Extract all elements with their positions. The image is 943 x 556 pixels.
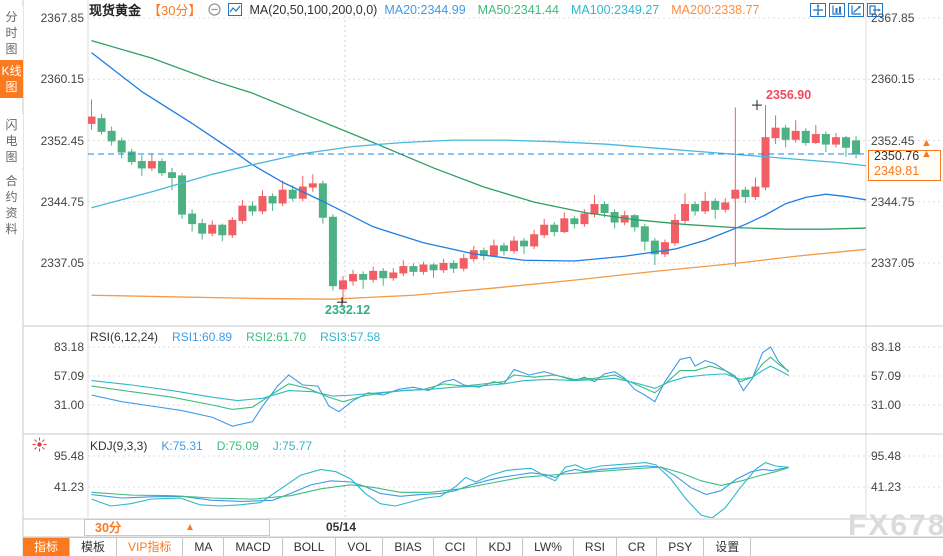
rsi-lines-layer [91, 346, 790, 427]
rsi-tick-left-2: 31.00 [53, 398, 84, 412]
ma-value-3: MA100:2349.27 [570, 2, 660, 17]
main-tick-right-4: 2337.05 [871, 256, 915, 270]
toolbar-item-RSI[interactable]: RSI [574, 538, 617, 556]
toolbar-item-MA[interactable]: MA [183, 538, 225, 556]
main-tick-left-4: 2337.05 [40, 256, 84, 270]
pan-icon[interactable] [810, 3, 826, 17]
sidebar-tab-3[interactable]: 闪电图 [0, 114, 23, 168]
axis-pointer-icon[interactable] [848, 3, 864, 17]
panel-separators [22, 0, 943, 556]
sidebar-tab-4[interactable]: 合约资料 [0, 170, 23, 240]
gridlines [88, 10, 943, 518]
main-tick-left-2: 2352.45 [40, 133, 84, 148]
ma20-line [91, 52, 866, 262]
period-tag: 【30分】 [148, 3, 202, 18]
rsi-tick-left-1: 57.09 [53, 369, 84, 383]
low-price-annotation: 2332.12 [325, 303, 371, 317]
ma-values: MA20:2344.99 MA50:2341.44 MA100:2349.27 MA2… [384, 3, 759, 17]
kdj-value-1: K:75.31 [161, 439, 203, 453]
ma100-line [91, 139, 866, 209]
rsi-tick-left-0: 83.18 [53, 340, 84, 354]
ma-settings-label: MA(20,50,100,200,0,0) [249, 2, 378, 17]
d-line [91, 466, 789, 500]
ma-value-2: MA50:2341.44 [477, 2, 559, 17]
rsi-header: RSI(6,12,24) RSI1:60.89 RSI2:61.70 RSI3:57… [90, 330, 380, 344]
rsi2-line [91, 356, 789, 411]
toolbar-item-VOL[interactable]: VOL [336, 538, 384, 556]
main-tick-right-1: 2360.15 [871, 72, 915, 87]
sidebar-tab-1[interactable]: 分时图 [0, 6, 23, 60]
period-selector-label: 30分 [95, 521, 122, 535]
period-selector[interactable]: 30分 ▲ [84, 519, 270, 536]
main-tick-left-1: 2360.15 [40, 72, 84, 87]
ma50-line [91, 40, 866, 230]
main-tick-right-2: 2352.45 [871, 133, 915, 148]
rsi-value-2: RSI2:61.70 [246, 330, 307, 344]
minus-circle-icon[interactable] [208, 3, 222, 16]
high-price-annotation: 2356.90 [766, 88, 812, 102]
toolbar-item-PSY[interactable]: PSY [657, 538, 705, 556]
indicator-alert-icon[interactable] [32, 437, 47, 452]
rsi-tick-right-1: 57.09 [871, 369, 902, 383]
chart-header: 现货黄金 【30分】 MA(20,50,100,200,0,0) MA20:23… [89, 1, 760, 19]
symbol-name: 现货黄金 [89, 3, 142, 18]
kdj-value-3: J:75.77 [272, 439, 313, 453]
kdj-tick-right-0: 95.48 [871, 449, 902, 463]
price-up-arrow-icon: ▲ ▲ [921, 137, 932, 160]
kdj-lines-layer [91, 461, 789, 518]
alert-price-value: 2349.81 [874, 164, 920, 178]
chart-toolbar-icons [810, 3, 883, 17]
period-selector-arrow-icon: ▲ [185, 522, 195, 533]
rsi-tick-right-2: 31.00 [871, 398, 902, 412]
toolbar-item-KDJ[interactable]: KDJ [477, 538, 524, 556]
rsi-tick-right-0: 83.18 [871, 340, 902, 354]
main-tick-right-0: 2367.85 [871, 11, 915, 25]
toolbar-item-[interactable]: 模板 [70, 538, 118, 556]
toolbar-item-MACD[interactable]: MACD [224, 538, 283, 556]
main-tick-left-0: 2367.85 [40, 11, 84, 25]
rsi3-line [91, 365, 789, 402]
rsi1-line [91, 346, 790, 427]
ma-value-4: MA200:2338.77 [671, 2, 760, 17]
main-tick-left-3: 2344.75 [40, 194, 84, 209]
toolbar-item-[interactable]: 指标 [23, 538, 71, 556]
kdj-values: K:75.31 D:75.09 J:75.77 [161, 439, 312, 453]
kdj-tick-left-0: 95.48 [53, 449, 84, 463]
watermark: FX678 [848, 509, 943, 542]
candles-layer [88, 99, 861, 303]
indicator-toolbar: 指标 模板 VIP指标 MA MACD BOLL VOL BIAS CCI KDJ LW% RSI CR… [23, 537, 943, 556]
kdj-tick-right-1: 41.23 [871, 480, 902, 494]
rsi-value-1: RSI1:60.89 [172, 330, 233, 344]
toolbar-item-LW[interactable]: LW% [523, 538, 574, 556]
kdj-value-2: D:75.09 [216, 439, 259, 453]
last-price-tag: 2350.76 2349.81 [868, 150, 941, 181]
last-price-value-behind: 2350.76 [874, 151, 920, 163]
sidebar-tab-2[interactable]: K线图 [0, 60, 23, 98]
candlestick-chart-icon[interactable] [228, 3, 243, 16]
k-line [91, 465, 789, 502]
toolbar-item-CR[interactable]: CR [617, 538, 658, 556]
main-tick-right-3: 2344.75 [871, 194, 915, 209]
axis-scale-icon[interactable] [829, 3, 845, 17]
detach-window-icon[interactable] [867, 3, 883, 17]
ma-lines-layer [91, 40, 866, 300]
kdj-tick-left-1: 41.23 [53, 480, 84, 494]
kdj-title: KDJ(9,3,3) [90, 439, 148, 453]
kdj-header: KDJ(9,3,3) K:75.31 D:75.09 J:75.77 [90, 439, 312, 453]
annotation-markers [337, 100, 762, 308]
toolbar-item-VIP[interactable]: VIP指标 [117, 538, 184, 556]
toolbar-item-CCI[interactable]: CCI [434, 538, 478, 556]
rsi-values: RSI1:60.89 RSI2:61.70 RSI3:57.58 [172, 330, 380, 344]
ma200-line [91, 248, 866, 300]
rsi-value-3: RSI3:57.58 [320, 330, 381, 344]
toolbar-item-[interactable]: 设置 [704, 538, 752, 556]
toolbar-item-BIAS[interactable]: BIAS [383, 538, 434, 556]
ma-value-1: MA20:2344.99 [384, 2, 466, 17]
toolbar-item-BOLL[interactable]: BOLL [283, 538, 337, 556]
rsi-title: RSI(6,12,24) [90, 330, 159, 344]
j-line [91, 461, 789, 518]
date-axis-label: 05/14 [326, 520, 357, 534]
